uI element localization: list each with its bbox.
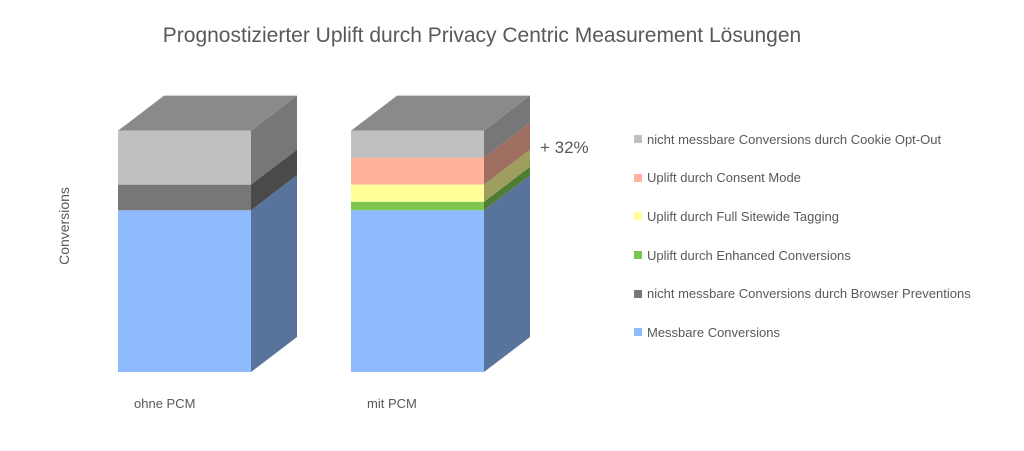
bar-side-nicht-messbare-conversions-durch-cookie-opt-out-1 — [484, 95, 530, 158]
category-label-0: ohne PCM — [134, 396, 195, 411]
legend-label: Uplift durch Full Sitewide Tagging — [647, 208, 839, 224]
bars-layer — [118, 95, 530, 372]
legend-swatch — [634, 173, 642, 182]
legend-swatch — [634, 328, 642, 337]
bar-side-uplift-durch-full-sitewide-tagging-1 — [484, 149, 530, 202]
bar-front-nicht-messbare-conversions-durch-browser-preventions-0 — [118, 184, 251, 211]
legend-item: nicht messbare Conversions durch Browser… — [634, 274, 971, 313]
legend-label: Messbare Conversions — [647, 324, 780, 340]
legend-label: Uplift durch Consent Mode — [647, 170, 801, 186]
bar-front-messbare-conversions-0 — [118, 210, 251, 372]
category-label-1: mit PCM — [367, 396, 417, 411]
legend-swatch — [634, 251, 642, 260]
legend-item: Uplift durch Full Sitewide Tagging — [634, 197, 971, 236]
legend: nicht messbare Conversions durch Cookie … — [634, 120, 971, 352]
legend-item: nicht messbare Conversions durch Cookie … — [634, 120, 971, 159]
bar-top-0 — [118, 95, 297, 131]
bar-side-uplift-durch-consent-mode-1 — [484, 122, 530, 185]
legend-item: Uplift durch Consent Mode — [634, 159, 971, 198]
legend-label: nicht messbare Conversions durch Browser… — [647, 286, 971, 302]
bar-front-nicht-messbare-conversions-durch-cookie-opt-out-1 — [351, 130, 484, 158]
legend-item: Messbare Conversions — [634, 313, 971, 352]
bar-top-1 — [351, 95, 530, 131]
bar-front-messbare-conversions-1 — [351, 210, 484, 372]
labels-layer: ohne PCM mit PCM + 32% — [134, 138, 589, 411]
bar-front-nicht-messbare-conversions-durch-cookie-opt-out-0 — [118, 130, 251, 185]
legend-label: nicht messbare Conversions durch Cookie … — [647, 131, 942, 147]
bar-front-uplift-durch-enhanced-conversions-1 — [351, 201, 484, 211]
bar-front-uplift-durch-full-sitewide-tagging-1 — [351, 184, 484, 202]
bar-side-messbare-conversions-0 — [251, 175, 297, 372]
legend-swatch — [634, 289, 642, 298]
chart-title: Prognostizierter Uplift durch Privacy Ce… — [162, 24, 802, 47]
bar-side-nicht-messbare-conversions-durch-cookie-opt-out-0 — [251, 95, 297, 185]
uplift-annotation: + 32% — [540, 138, 589, 157]
bar-side-uplift-durch-enhanced-conversions-1 — [484, 166, 530, 211]
legend-item: Uplift durch Enhanced Conversions — [634, 236, 971, 275]
legend-swatch — [634, 135, 642, 144]
bar-side-nicht-messbare-conversions-durch-browser-preventions-0 — [251, 149, 297, 211]
legend-swatch — [634, 212, 642, 221]
legend-label: Uplift durch Enhanced Conversions — [647, 247, 851, 263]
bar-side-messbare-conversions-1 — [484, 175, 530, 372]
bar-front-uplift-durch-consent-mode-1 — [351, 157, 484, 185]
